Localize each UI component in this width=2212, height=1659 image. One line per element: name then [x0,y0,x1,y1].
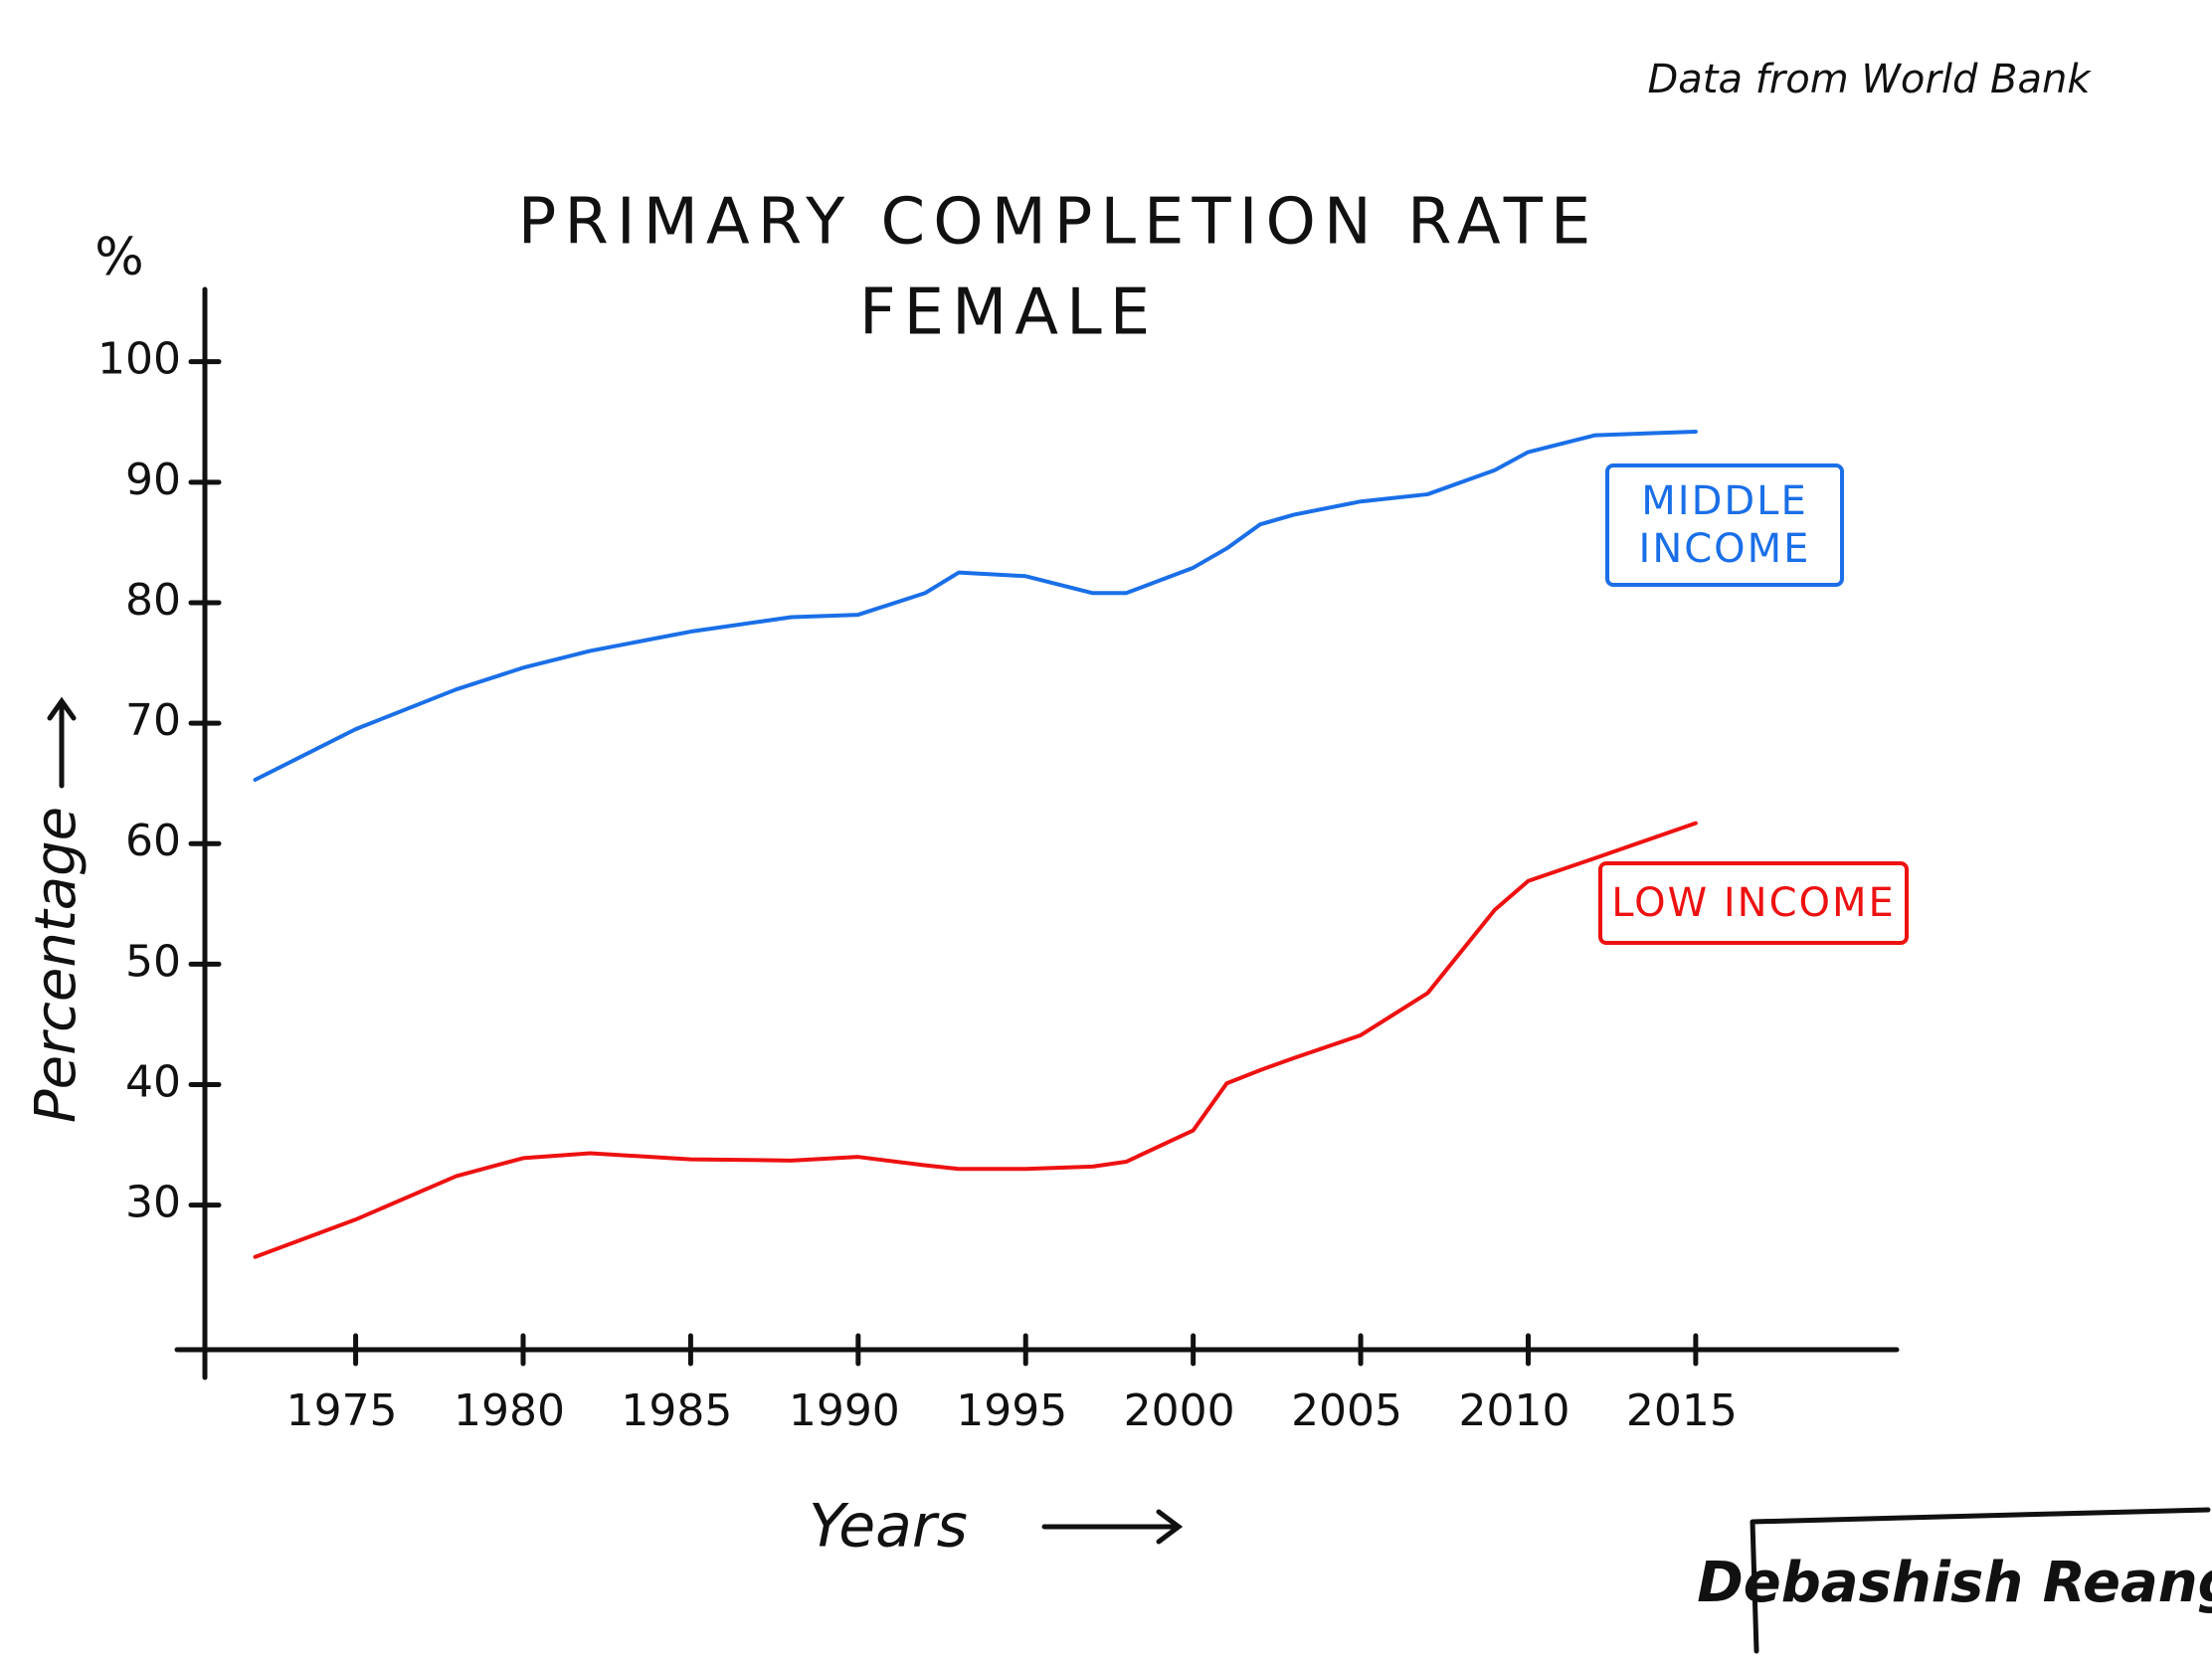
legend-label: MIDDLE INCOME [1638,478,1811,572]
legend-box [1605,463,1844,587]
signature-frame [1750,1507,2211,1654]
y-tick-label: 50 [125,936,181,987]
y-unit: % [94,228,143,287]
x-tick-label: 2015 [1626,1385,1738,1436]
x-label-arrow [1041,1509,1184,1545]
source-note: Data from World Bank [1647,57,2092,102]
series-line [253,429,1698,783]
x-tick-label: 1990 [789,1385,900,1436]
series-line [253,821,1698,1259]
x-tick-label: 1975 [286,1385,398,1436]
x-tick-label: 1995 [956,1385,1067,1436]
y-tick-label: 60 [125,816,181,866]
legend-label: LOW INCOME [1611,880,1896,926]
y-tick-label: 100 [97,334,181,385]
y-tick-label: 70 [125,695,181,746]
x-tick-label: 2005 [1291,1385,1402,1436]
chart-subtitle: FEMALE [859,276,1158,350]
legend-box [1598,861,1909,945]
x-tick-label: 2000 [1124,1385,1235,1436]
chart-title: PRIMARY COMPLETION RATE [518,186,1599,260]
signature: Debashish Reang [1697,1551,2212,1615]
y-tick-label: 90 [125,455,181,505]
x-tick-label: 2010 [1458,1385,1569,1436]
y-tick-label: 30 [125,1178,181,1228]
y-tick-label: 40 [125,1057,181,1108]
x-axis-label: Years [809,1492,968,1562]
y-axis-label: Percentage [24,807,89,1123]
legend-label-wrap: LOW INCOME [1611,880,1896,926]
x-tick-label: 1980 [454,1385,565,1436]
x-tick-label: 1985 [621,1385,732,1436]
legend-label-wrap: MIDDLE INCOME [1638,478,1811,572]
y-tick-label: 80 [125,575,181,626]
y-label-arrow [47,696,77,789]
